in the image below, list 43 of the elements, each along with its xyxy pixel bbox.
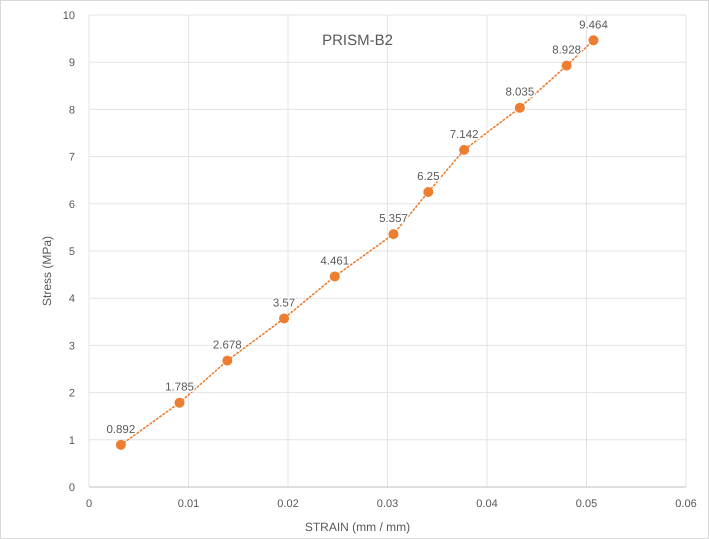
y-tick-label: 3 (68, 340, 75, 352)
data-label: 2.678 (212, 340, 242, 352)
data-label: 5.357 (379, 213, 408, 226)
point (459, 144, 470, 155)
point (514, 102, 525, 113)
point (388, 229, 398, 240)
x-tick-label: 0 (86, 498, 92, 510)
data-label: 8.035 (505, 86, 534, 99)
y-tick-label: 9 (68, 57, 75, 70)
data-label: 1.785 (165, 382, 194, 394)
point (423, 187, 434, 197)
x-axis-title: STRAIN (mm / mm) (304, 520, 410, 534)
point (174, 398, 185, 408)
y-tick-label: 0 (68, 482, 75, 494)
x-tick-label: 0.06 (675, 498, 697, 510)
point (279, 313, 290, 324)
x-tick-label: 0.05 (576, 498, 598, 510)
x-tick-label: 0.03 (376, 498, 398, 510)
point (222, 356, 232, 366)
y-tick-label: 4 (68, 293, 75, 306)
x-tick-label: 0.02 (277, 498, 299, 510)
y-tick-label: 6 (68, 198, 75, 211)
data-label: 8.928 (552, 44, 581, 57)
point (562, 60, 572, 71)
data-label: 0.892 (106, 424, 136, 436)
point (588, 35, 598, 46)
data-label: 4.461 (320, 255, 350, 268)
point (330, 271, 340, 282)
y-tick-label: 1 (68, 434, 75, 447)
data-label: 7.142 (450, 128, 479, 141)
y-tick-label: 2 (68, 388, 75, 400)
x-tick-label: 0.01 (178, 498, 200, 510)
y-tick-label: 8 (68, 104, 75, 116)
text: PRISM-B2 (322, 32, 393, 49)
data-label: 9.464 (579, 19, 608, 32)
y-axis-title: Stress (MPa) (40, 236, 54, 306)
data-label: 3.57 (272, 297, 296, 310)
point (116, 440, 126, 450)
data-label: 6.25 (417, 171, 440, 183)
y-tick-label: 5 (68, 246, 75, 258)
y-tick-label: 7 (68, 152, 75, 164)
y-tick-label: 10 (62, 10, 75, 22)
x-tick-label: 0.04 (476, 498, 498, 510)
